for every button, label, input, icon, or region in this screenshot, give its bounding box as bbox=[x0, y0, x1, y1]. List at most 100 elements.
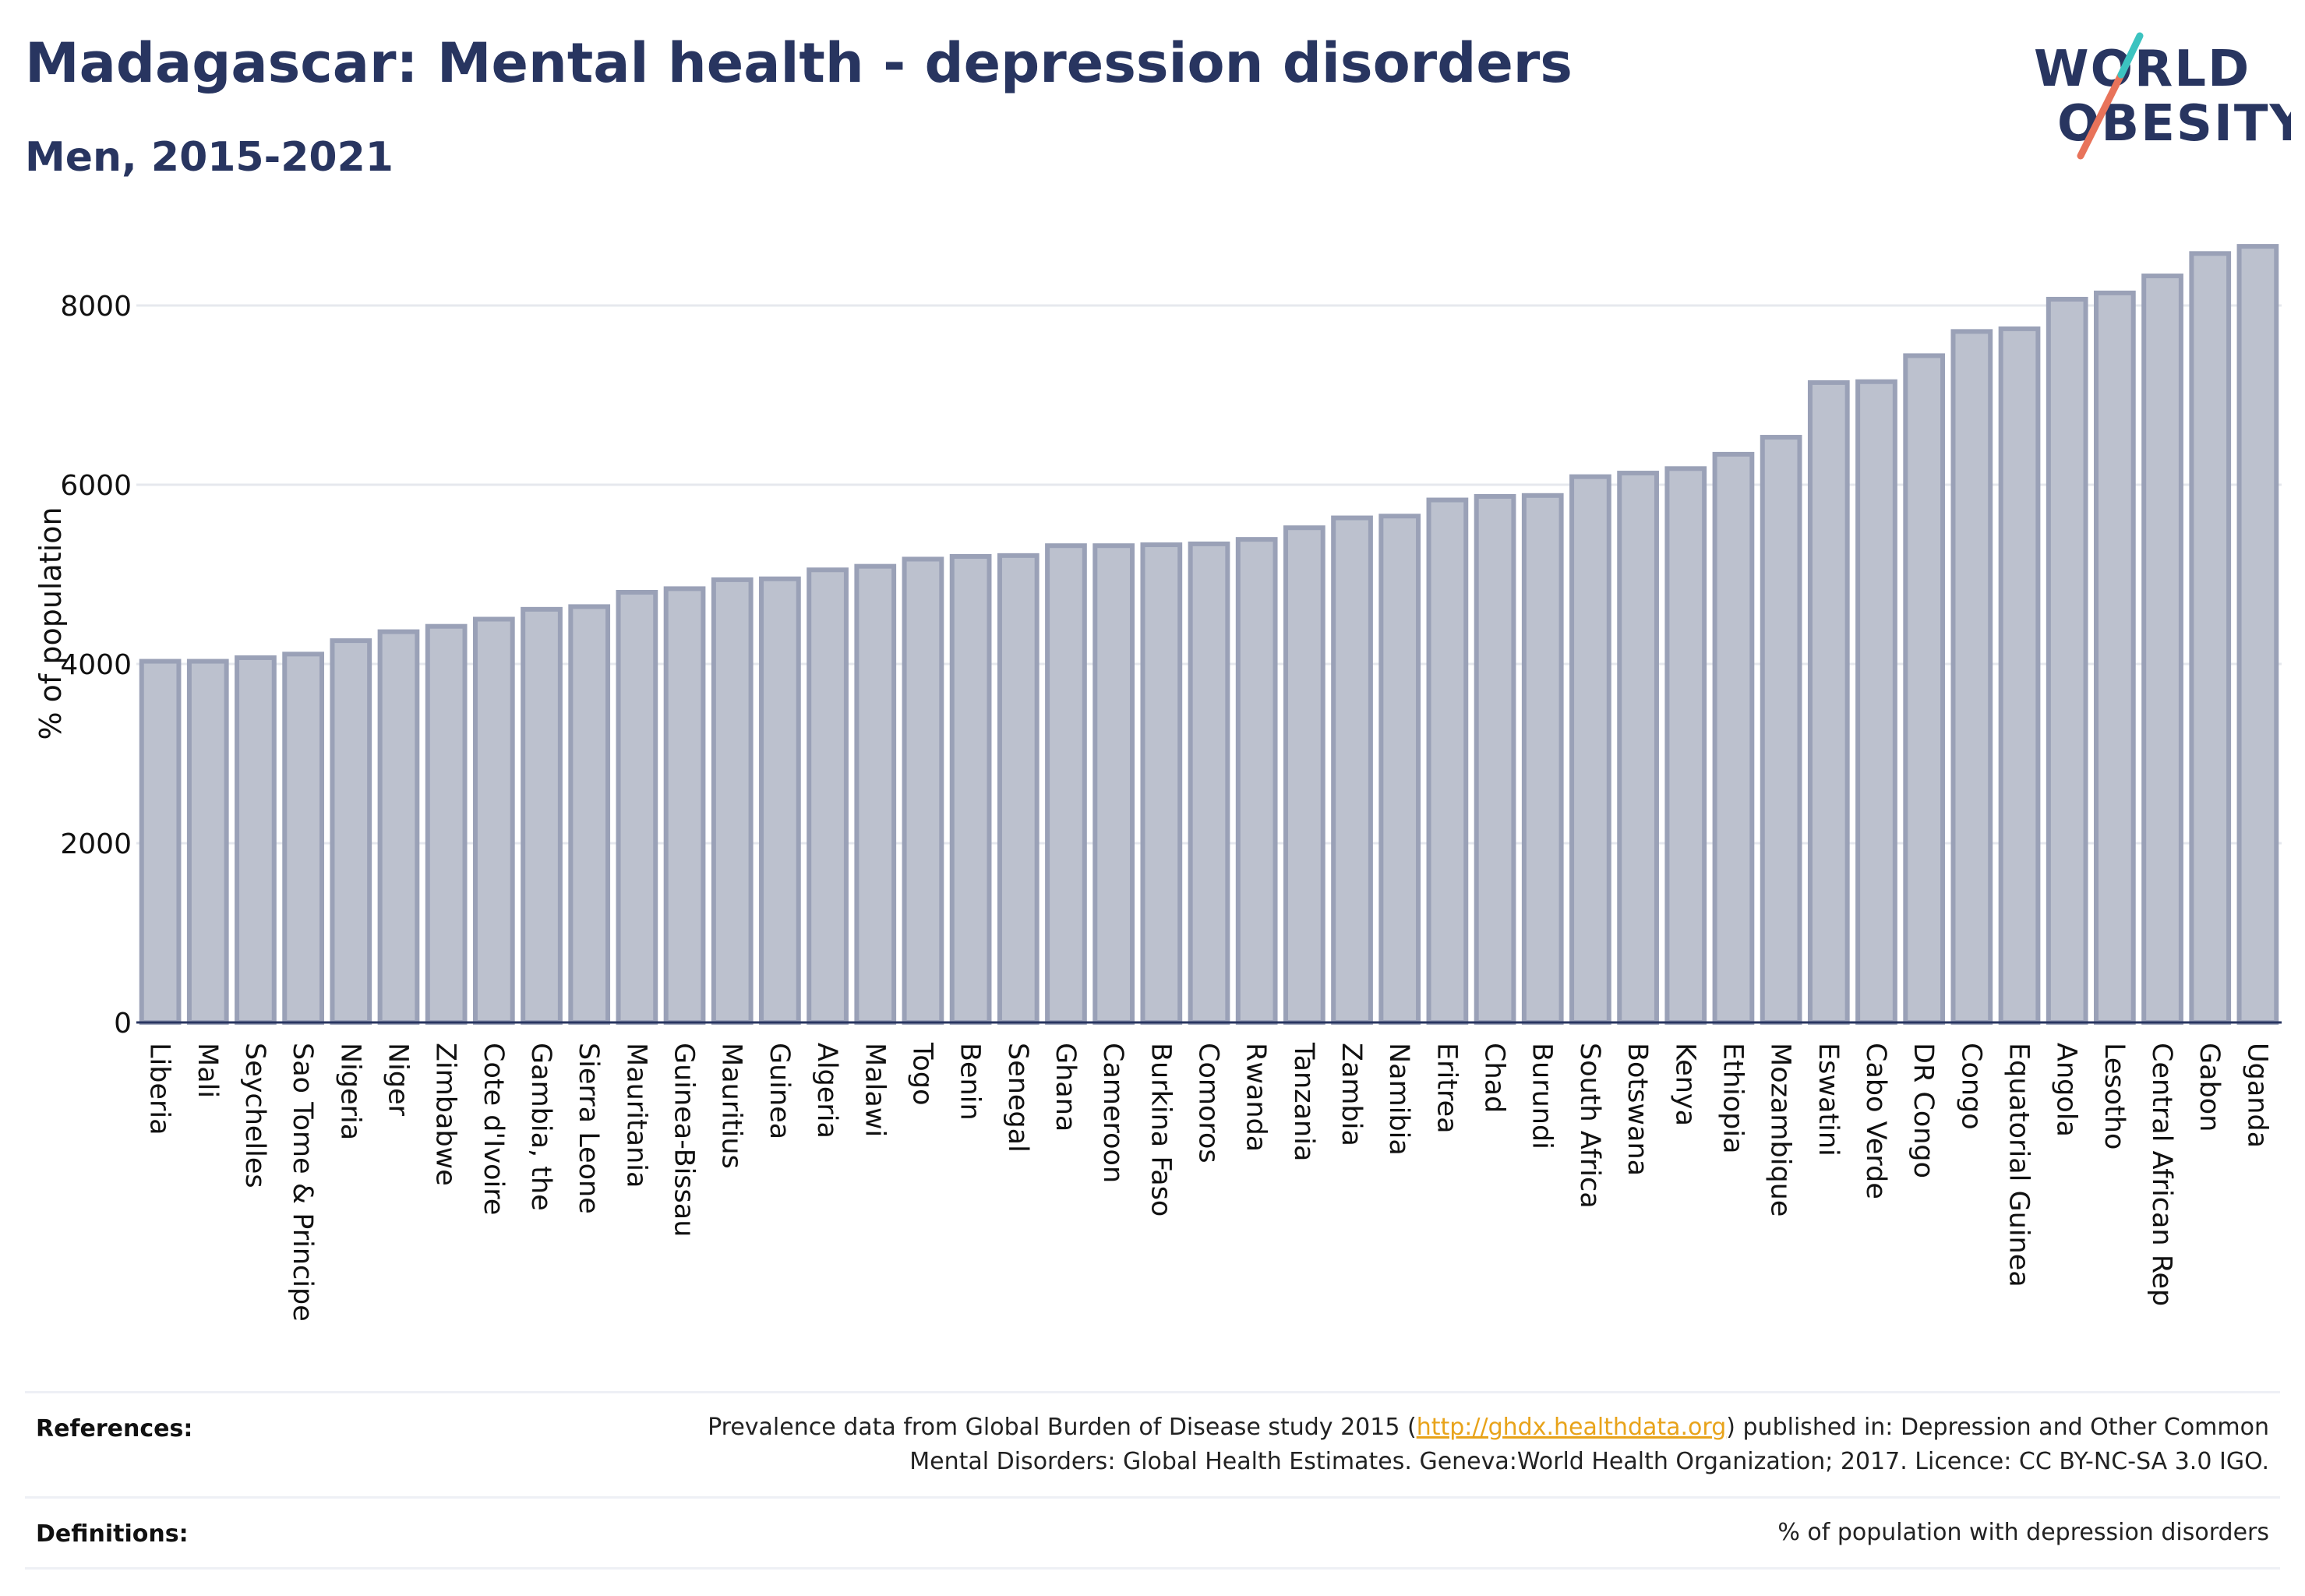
bar[interactable] bbox=[1140, 542, 1183, 1025]
y-axis-label: % of population bbox=[34, 507, 68, 740]
bar[interactable] bbox=[425, 623, 468, 1025]
x-tick-label: Botswana bbox=[1622, 1043, 1653, 1176]
bar[interactable] bbox=[759, 576, 801, 1025]
bar[interactable] bbox=[1378, 514, 1421, 1025]
x-tick-label: Zimbabwe bbox=[430, 1043, 461, 1186]
x-tick-label: Sierra Leone bbox=[573, 1043, 604, 1214]
x-tick-label: Nigeria bbox=[334, 1043, 365, 1140]
bar[interactable] bbox=[186, 659, 229, 1025]
x-tick-label: Burundi bbox=[1527, 1043, 1558, 1149]
bar[interactable] bbox=[330, 638, 372, 1025]
x-tick-label: Burkina Faso bbox=[1145, 1043, 1176, 1216]
bar[interactable] bbox=[139, 659, 182, 1025]
definitions-text: % of population with depression disorder… bbox=[1777, 1519, 2269, 1546]
x-tick-label: Guinea bbox=[764, 1043, 795, 1139]
x-tick-label: Kenya bbox=[1669, 1043, 1700, 1126]
references-text-line2: Mental Disorders: Global Health Estimate… bbox=[909, 1448, 2269, 1475]
x-tick-label: Comoros bbox=[1193, 1043, 1224, 1163]
x-tick-label: Benin bbox=[955, 1043, 986, 1121]
bar[interactable] bbox=[807, 567, 849, 1025]
bar[interactable] bbox=[663, 586, 706, 1025]
bar[interactable] bbox=[711, 577, 754, 1025]
bar[interactable] bbox=[1045, 543, 1087, 1025]
bar[interactable] bbox=[282, 651, 324, 1025]
bar[interactable] bbox=[1903, 353, 1946, 1025]
bar[interactable] bbox=[472, 616, 515, 1025]
x-tick-label: Uganda bbox=[2241, 1043, 2272, 1148]
x-tick-label: DR Congo bbox=[1908, 1043, 1939, 1178]
x-tick-label: Malawi bbox=[859, 1043, 890, 1137]
bar-chart: 0 2000 4000 6000 8000 Liberia Mali Seychelles S… bbox=[34, 244, 2282, 1322]
x-tick-labels: Liberia Mali Seychelles Sao Tome & Principe… bbox=[144, 1042, 2273, 1322]
bar[interactable] bbox=[1760, 435, 1802, 1025]
bar[interactable] bbox=[1474, 493, 1516, 1025]
x-tick-label: Cabo Verde bbox=[1860, 1043, 1891, 1199]
bar[interactable] bbox=[1807, 380, 1850, 1025]
x-tick-label: Namibia bbox=[1383, 1043, 1414, 1156]
x-tick-label: Gambia, the bbox=[525, 1043, 556, 1211]
x-tick-label: Mozambique bbox=[1765, 1043, 1796, 1216]
bar[interactable] bbox=[1426, 497, 1469, 1025]
bar[interactable] bbox=[1855, 379, 1897, 1025]
bar[interactable] bbox=[1712, 451, 1755, 1025]
bar[interactable] bbox=[1331, 515, 1373, 1025]
x-tick-label: Tanzania bbox=[1288, 1042, 1319, 1161]
bar[interactable] bbox=[2236, 244, 2279, 1026]
y-tick-label: 0 bbox=[114, 1008, 132, 1040]
x-tick-label: Guinea-Bissau bbox=[669, 1043, 700, 1237]
x-tick-label: South Africa bbox=[1574, 1043, 1605, 1209]
bar[interactable] bbox=[2141, 274, 2183, 1025]
bar[interactable] bbox=[1998, 326, 2041, 1025]
x-tick-label: Seychelles bbox=[239, 1043, 270, 1188]
bar[interactable] bbox=[1188, 541, 1230, 1025]
bar[interactable] bbox=[1569, 474, 1611, 1025]
x-tick-label: Togo bbox=[906, 1042, 937, 1105]
x-tick-label: Lesotho bbox=[2099, 1043, 2130, 1149]
x-tick-label: Equatorial Guinea bbox=[2003, 1043, 2035, 1287]
bar[interactable] bbox=[1617, 471, 1659, 1025]
definitions-row: Definitions: % of population with depres… bbox=[25, 1496, 2280, 1570]
bar[interactable] bbox=[2189, 251, 2232, 1025]
x-tick-label: Eswatini bbox=[1813, 1043, 1844, 1156]
x-tick-label: Cote d'Ivoire bbox=[478, 1043, 509, 1215]
bar[interactable] bbox=[1664, 466, 1707, 1025]
x-tick-label: Sao Tome & Principe bbox=[287, 1043, 318, 1322]
logo-slash-upper bbox=[2117, 32, 2144, 79]
bar[interactable] bbox=[902, 556, 944, 1025]
bar[interactable] bbox=[377, 629, 420, 1025]
bar[interactable] bbox=[1521, 493, 1564, 1025]
references-row: References: Prevalence data from Global … bbox=[25, 1391, 2280, 1496]
logo-word-1: WORLD bbox=[2034, 41, 2250, 98]
x-tick-label: Niger bbox=[382, 1043, 413, 1117]
bar[interactable] bbox=[616, 590, 658, 1025]
x-tick-label: Mali bbox=[192, 1043, 223, 1098]
y-tick-label: 2000 bbox=[60, 828, 132, 860]
bar[interactable] bbox=[1092, 543, 1135, 1025]
bar[interactable] bbox=[568, 604, 611, 1025]
x-tick-label: Eritrea bbox=[1431, 1043, 1462, 1134]
bar[interactable] bbox=[2094, 290, 2136, 1025]
x-tick-label: Ghana bbox=[1050, 1043, 1081, 1132]
x-tick-label: Liberia bbox=[144, 1043, 175, 1135]
bar[interactable] bbox=[1950, 329, 1993, 1026]
y-tick-labels: 0 2000 4000 6000 8000 bbox=[60, 291, 132, 1040]
x-tick-label: Zambia bbox=[1336, 1043, 1367, 1146]
bar[interactable] bbox=[949, 554, 992, 1025]
references-label: References: bbox=[36, 1415, 193, 1442]
x-tick-label: Gabon bbox=[2194, 1043, 2225, 1132]
references-text-post: ) published in: Depression and Other Com… bbox=[1726, 1414, 2269, 1441]
references-text: Prevalence data from Global Burden of Di… bbox=[708, 1393, 2280, 1496]
references-text-pre: Prevalence data from Global Burden of Di… bbox=[708, 1414, 1417, 1441]
bar[interactable] bbox=[521, 606, 563, 1025]
bar[interactable] bbox=[1235, 537, 1278, 1025]
bar[interactable] bbox=[235, 655, 277, 1025]
bar[interactable] bbox=[1283, 525, 1325, 1025]
bar[interactable] bbox=[997, 553, 1040, 1025]
bar[interactable] bbox=[2046, 296, 2088, 1025]
x-tick-label: Senegal bbox=[1002, 1043, 1033, 1153]
bars bbox=[139, 244, 2279, 1026]
ghdx-link[interactable]: http://ghdx.healthdata.org bbox=[1416, 1414, 1727, 1441]
bar[interactable] bbox=[854, 563, 897, 1025]
x-tick-label: Mauritania bbox=[620, 1043, 651, 1188]
x-tick-label: Chad bbox=[1479, 1043, 1510, 1113]
